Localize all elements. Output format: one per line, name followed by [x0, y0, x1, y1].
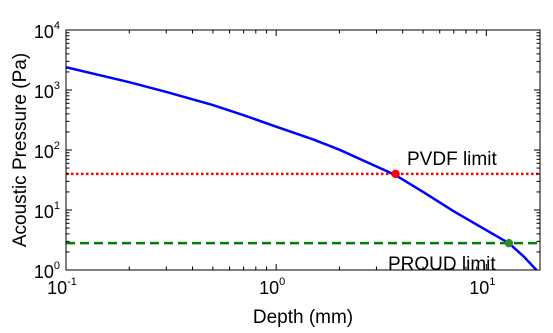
y-tick-label: 104 — [34, 20, 60, 42]
y-axis-label: Acoustic Pressure (Pa) — [10, 53, 31, 247]
y-tick-label: 101 — [34, 200, 60, 222]
series-line-pressure — [66, 65, 538, 270]
x-tick-label: 100 — [259, 276, 285, 298]
marker-layer — [391, 169, 514, 248]
y-tick-label: 103 — [34, 80, 60, 102]
y-tick-label: 100 — [34, 260, 60, 282]
threshold-label-proud: PROUD limit — [388, 254, 496, 275]
threshold-layer — [66, 172, 540, 245]
x-tick-label: 10-1 — [47, 276, 77, 298]
intersection-point-0 — [391, 169, 400, 179]
x-axis-label: Depth (mm) — [253, 307, 353, 328]
x-tick-label: 101 — [469, 276, 495, 298]
y-tick-label: 102 — [34, 140, 60, 162]
threshold-label-pvdf: PVDF limit — [407, 149, 497, 170]
intersection-point-1 — [504, 238, 514, 248]
tick-layer — [65, 29, 540, 271]
